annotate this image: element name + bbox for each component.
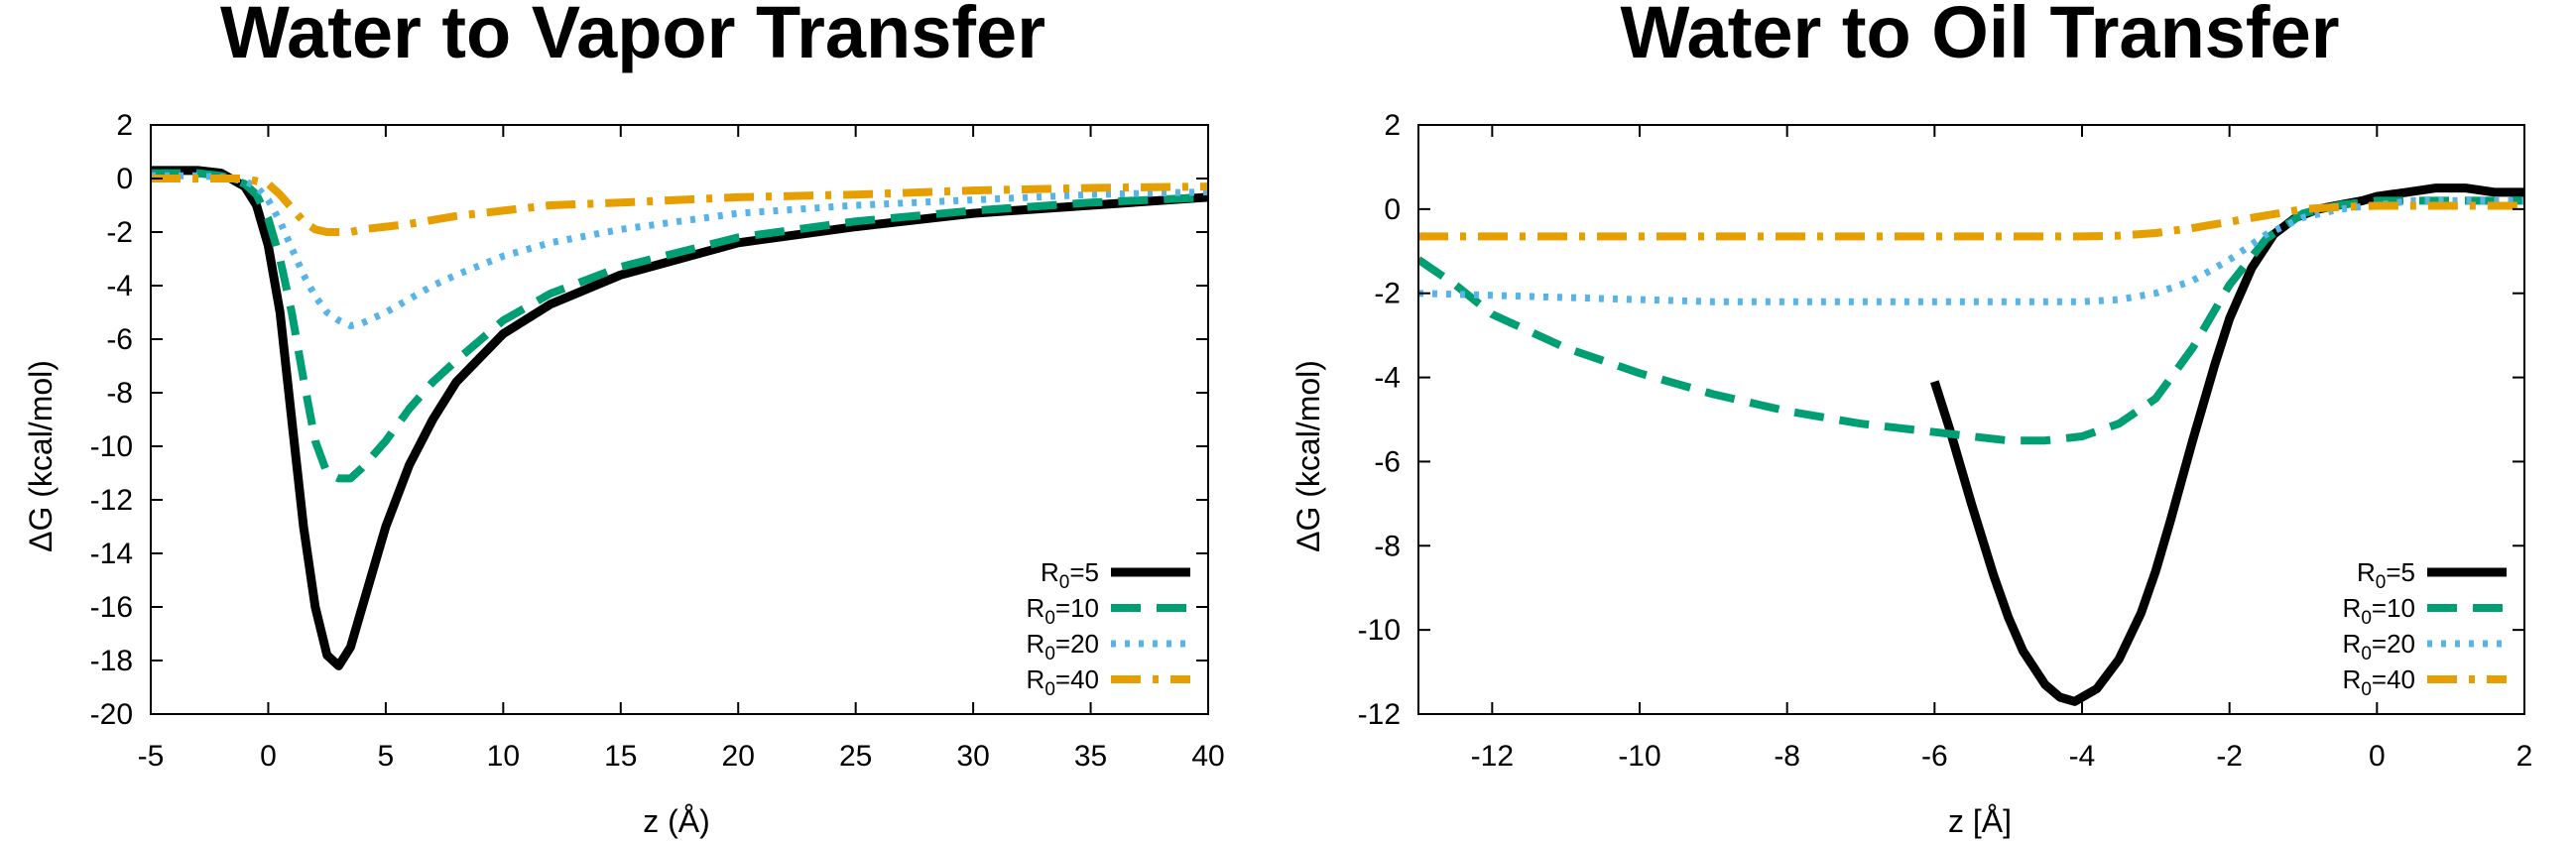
y-tick-label: 0 [116, 163, 133, 195]
x-tick-label: -5 [138, 740, 165, 773]
y-tick-label: -6 [106, 323, 133, 356]
x-tick-label: 40 [1191, 740, 1224, 773]
chart-panel-oil: Water to Oil Transfer z [Å] ΔG (kcal/mol… [1290, 0, 2532, 839]
legend-label: R0=10 [2343, 593, 2415, 629]
x-tick-label: -2 [2216, 740, 2243, 773]
x-tick-label: 2 [2516, 740, 2533, 773]
plot-frame [150, 124, 1209, 715]
x-tick-label: -8 [1774, 740, 1800, 773]
y-tick-label: -12 [90, 484, 133, 517]
x-axis-label: z [Å] [1948, 803, 2012, 839]
series-line-r0-40 [151, 175, 1208, 236]
y-tick-label: -6 [1374, 445, 1401, 478]
x-tick-label: 15 [604, 740, 637, 773]
y-tick-label: -4 [1374, 362, 1401, 395]
y-tick-label: -2 [1374, 278, 1401, 310]
x-tick-label: 0 [2369, 740, 2386, 773]
chart-title: Water to Vapor Transfer [220, 0, 1045, 73]
y-tick-label: -10 [1358, 614, 1401, 647]
series-line-r0-20 [151, 172, 1208, 329]
y-tick-label: -18 [90, 645, 133, 677]
series-line-r0-5 [1930, 183, 2524, 706]
series-group [1418, 183, 2524, 706]
y-tick-label: -20 [90, 698, 133, 731]
x-tick-label: -6 [1921, 740, 1948, 773]
legend-label: R0=20 [2343, 629, 2415, 664]
plot-frame [1417, 124, 2525, 715]
series-group [151, 166, 1208, 670]
y-tick-label: -16 [90, 591, 133, 624]
y-tick-label: -14 [90, 538, 133, 570]
legend-label: R0=20 [1027, 629, 1099, 664]
y-tick-label: -2 [106, 216, 133, 249]
x-tick-label: -12 [1471, 740, 1514, 773]
y-tick-label: -4 [106, 270, 133, 302]
y-tick-label: -12 [1358, 698, 1401, 731]
x-axis-label: z (Å) [643, 803, 710, 839]
x-tick-label: 20 [722, 740, 755, 773]
y-tick-label: -10 [90, 430, 133, 463]
x-tick-label: -4 [2069, 740, 2096, 773]
legend-label: R0=10 [1027, 593, 1099, 629]
x-tick-label: 5 [378, 740, 395, 773]
legend-label: R0=5 [2357, 557, 2415, 593]
x-tick-label: 25 [839, 740, 872, 773]
legend-label: R0=5 [1041, 557, 1099, 593]
y-tick-label: -8 [1374, 530, 1401, 562]
x-tick-label: 0 [260, 740, 277, 773]
x-tick-label: -10 [1618, 740, 1660, 773]
legend-label: R0=40 [1027, 664, 1099, 700]
y-tick-label: 0 [1384, 193, 1401, 226]
series-line-r0-40 [1418, 201, 2524, 241]
y-axis-label: ΔG (kcal/mol) [1290, 360, 1326, 552]
x-tick-label: 10 [487, 740, 520, 773]
y-axis-label: ΔG (kcal/mol) [23, 360, 59, 552]
x-tick-label: 30 [956, 740, 989, 773]
y-tick-label: 2 [116, 109, 133, 142]
series-line-r0-10 [1418, 196, 2524, 445]
chart-title: Water to Oil Transfer [1620, 0, 2339, 73]
x-tick-label: 35 [1074, 740, 1107, 773]
series-line-r0-10 [151, 169, 1208, 483]
chart-panel-vapor: Water to Vapor Transfer z (Å) ΔG (kcal/m… [23, 0, 1225, 839]
y-tick-label: 2 [1384, 109, 1401, 142]
series-line-r0-5 [151, 166, 1208, 670]
legend-label: R0=40 [2343, 664, 2415, 700]
y-tick-label: -8 [106, 377, 133, 410]
series-line-r0-20 [1418, 196, 2524, 305]
